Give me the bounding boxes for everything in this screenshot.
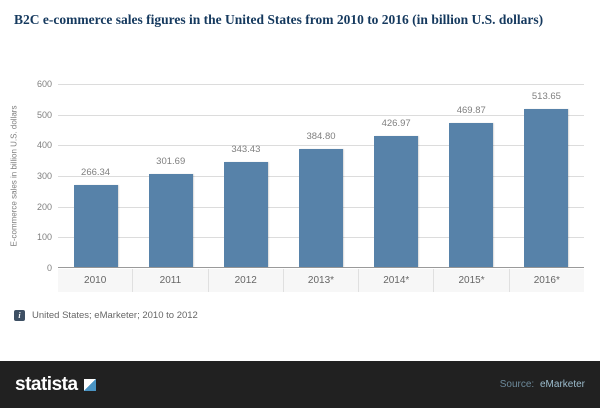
y-axis-tick-label: 0	[46, 263, 52, 273]
bar-2012	[223, 161, 268, 267]
bar-2015*	[449, 122, 494, 267]
y-axis-tick-label: 100	[36, 232, 52, 243]
x-axis-tick-label: 2016*	[533, 275, 560, 286]
x-axis-tick-label: 2012	[209, 269, 284, 292]
y-axis-tick-label: 400	[36, 140, 52, 151]
bar-2016*	[524, 109, 569, 267]
bar-2014*	[374, 136, 419, 267]
y-axis-label: E-commerce sales in billion U.S. dollars	[9, 105, 19, 247]
gridline	[58, 114, 584, 116]
footnote: i United States; eMarketer; 2010 to 2012	[14, 310, 198, 321]
x-axis-tick-label: 2011	[133, 269, 209, 292]
statista-logo: statista	[15, 374, 96, 396]
bar-value-label: 301.69	[156, 156, 186, 168]
x-axis-labels-band: 2010 2011 2012 2013* 2014* 2015* 2016*	[58, 269, 584, 292]
bar-2010	[73, 185, 118, 267]
source-attribution: Source: eMarketer	[500, 379, 585, 390]
chart-title: B2C e-commerce sales figures in the Unit…	[14, 12, 544, 27]
plot-area: 266.34 301.69 343.43 384.80 426.97 469.87 513.…	[58, 84, 584, 268]
bar-value-label: 426.97	[381, 118, 411, 130]
bar-value-label: 469.87	[456, 104, 486, 116]
bar-value-label: 266.34	[81, 167, 111, 179]
bar-2011	[148, 174, 193, 267]
source-value: eMarketer	[539, 379, 585, 390]
y-axis-tick-label: 600	[36, 79, 52, 89]
bar-value-label: 343.43	[231, 143, 261, 155]
gridline	[58, 145, 584, 147]
bar-value-label: 513.65	[531, 91, 561, 103]
x-axis-tick-label: 2015*	[434, 269, 510, 292]
y-axis-tick-label: 500	[36, 109, 52, 120]
bar-value-label: 384.80	[306, 131, 336, 142]
y-axis-tick-label: 300	[36, 171, 52, 181]
x-axis-tick-label: 2010	[58, 269, 134, 292]
bar-2013*	[299, 149, 343, 267]
statista-logo-mark-icon	[83, 378, 96, 391]
statista-wordmark: statista	[15, 373, 78, 395]
x-axis-tick-label: 2013*	[284, 269, 360, 292]
y-axis-tick-label: 200	[36, 201, 52, 212]
x-axis-tick-label: 2014*	[359, 269, 435, 292]
source-label: Source:	[499, 379, 535, 390]
footer-bar: statista Source: eMarketer	[0, 361, 600, 408]
footnote-text: United States; eMarketer; 2010 to 2012	[32, 310, 198, 321]
gridline	[58, 84, 584, 85]
info-icon: i	[14, 310, 25, 321]
